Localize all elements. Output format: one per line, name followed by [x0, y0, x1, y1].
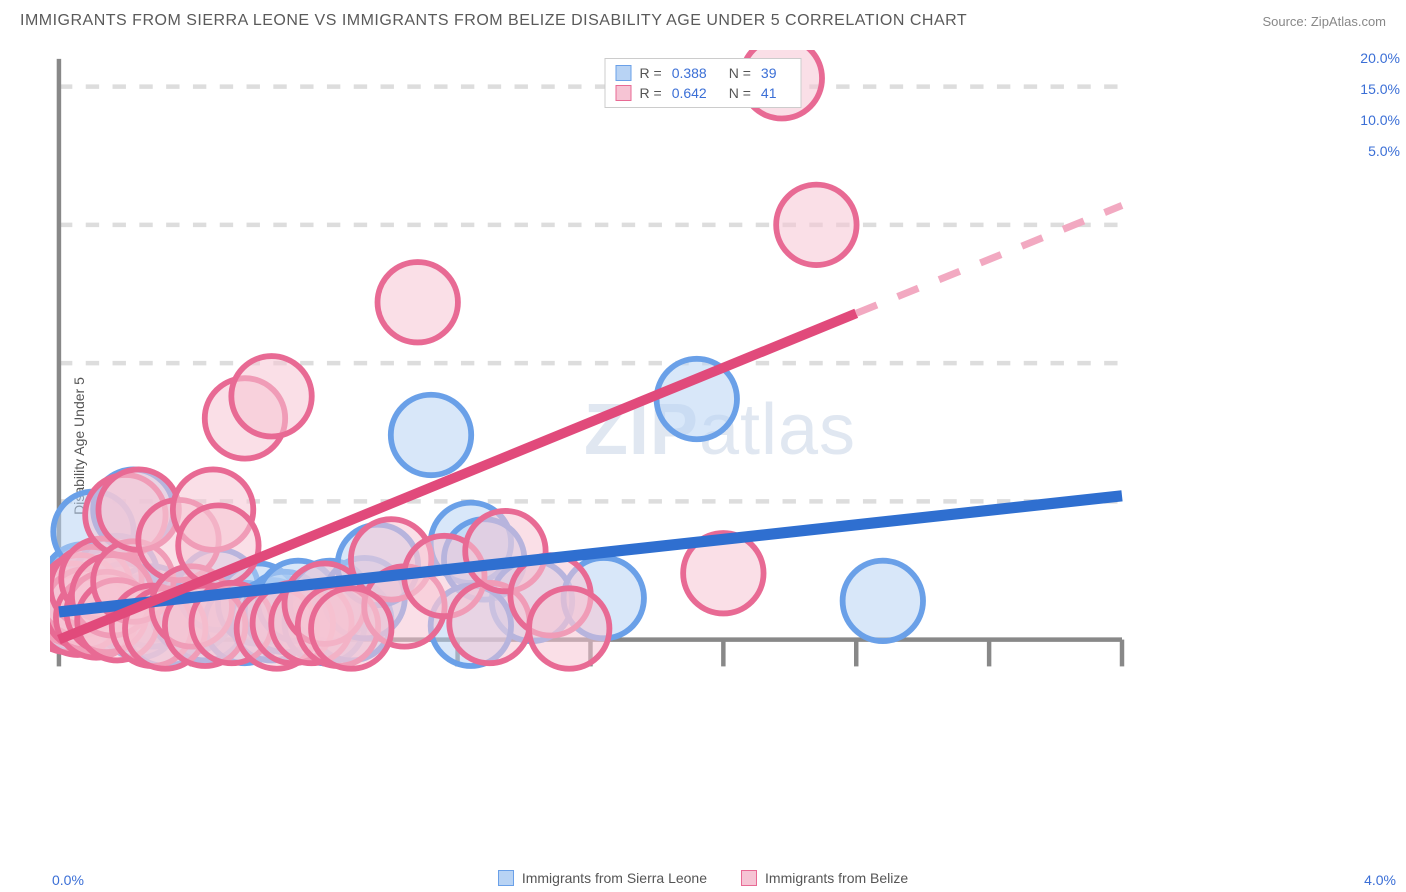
n-value: 41 — [761, 85, 777, 101]
y-tick-label: 5.0% — [1368, 143, 1400, 159]
y-tick-label: 10.0% — [1360, 112, 1400, 128]
n-value: 39 — [761, 65, 777, 81]
y-tick-label: 15.0% — [1360, 81, 1400, 97]
n-label: N = — [729, 85, 751, 101]
r-label: R = — [640, 65, 662, 81]
legend-item-belize: Immigrants from Belize — [741, 870, 908, 886]
r-label: R = — [640, 85, 662, 101]
legend-swatch-icon — [498, 870, 514, 886]
r-value: 0.642 — [672, 85, 707, 101]
chart-title: IMMIGRANTS FROM SIERRA LEONE VS IMMIGRAN… — [20, 12, 967, 30]
legend-row-sierra-leone: R = 0.388 N = 39 — [616, 63, 791, 83]
correlation-legend: R = 0.388 N = 39 R = 0.642 N = 41 — [605, 58, 802, 108]
x-axis-min-label: 0.0% — [52, 872, 84, 888]
y-tick-label: 20.0% — [1360, 50, 1400, 66]
legend-swatch-icon — [616, 65, 632, 81]
r-value: 0.388 — [672, 65, 707, 81]
legend-swatch-icon — [616, 85, 632, 101]
legend-item-sierra-leone: Immigrants from Sierra Leone — [498, 870, 707, 886]
scatter-plot — [50, 50, 1390, 720]
n-label: N = — [729, 65, 751, 81]
source-label: Source: ZipAtlas.com — [1262, 14, 1386, 29]
legend-label: Immigrants from Sierra Leone — [522, 870, 707, 886]
x-axis-max-label: 4.0% — [1364, 872, 1396, 888]
series-legend: Immigrants from Sierra Leone Immigrants … — [0, 870, 1406, 886]
legend-row-belize: R = 0.642 N = 41 — [616, 83, 791, 103]
legend-label: Immigrants from Belize — [765, 870, 908, 886]
legend-swatch-icon — [741, 870, 757, 886]
chart-area: ZIPatlas — [50, 50, 1390, 842]
